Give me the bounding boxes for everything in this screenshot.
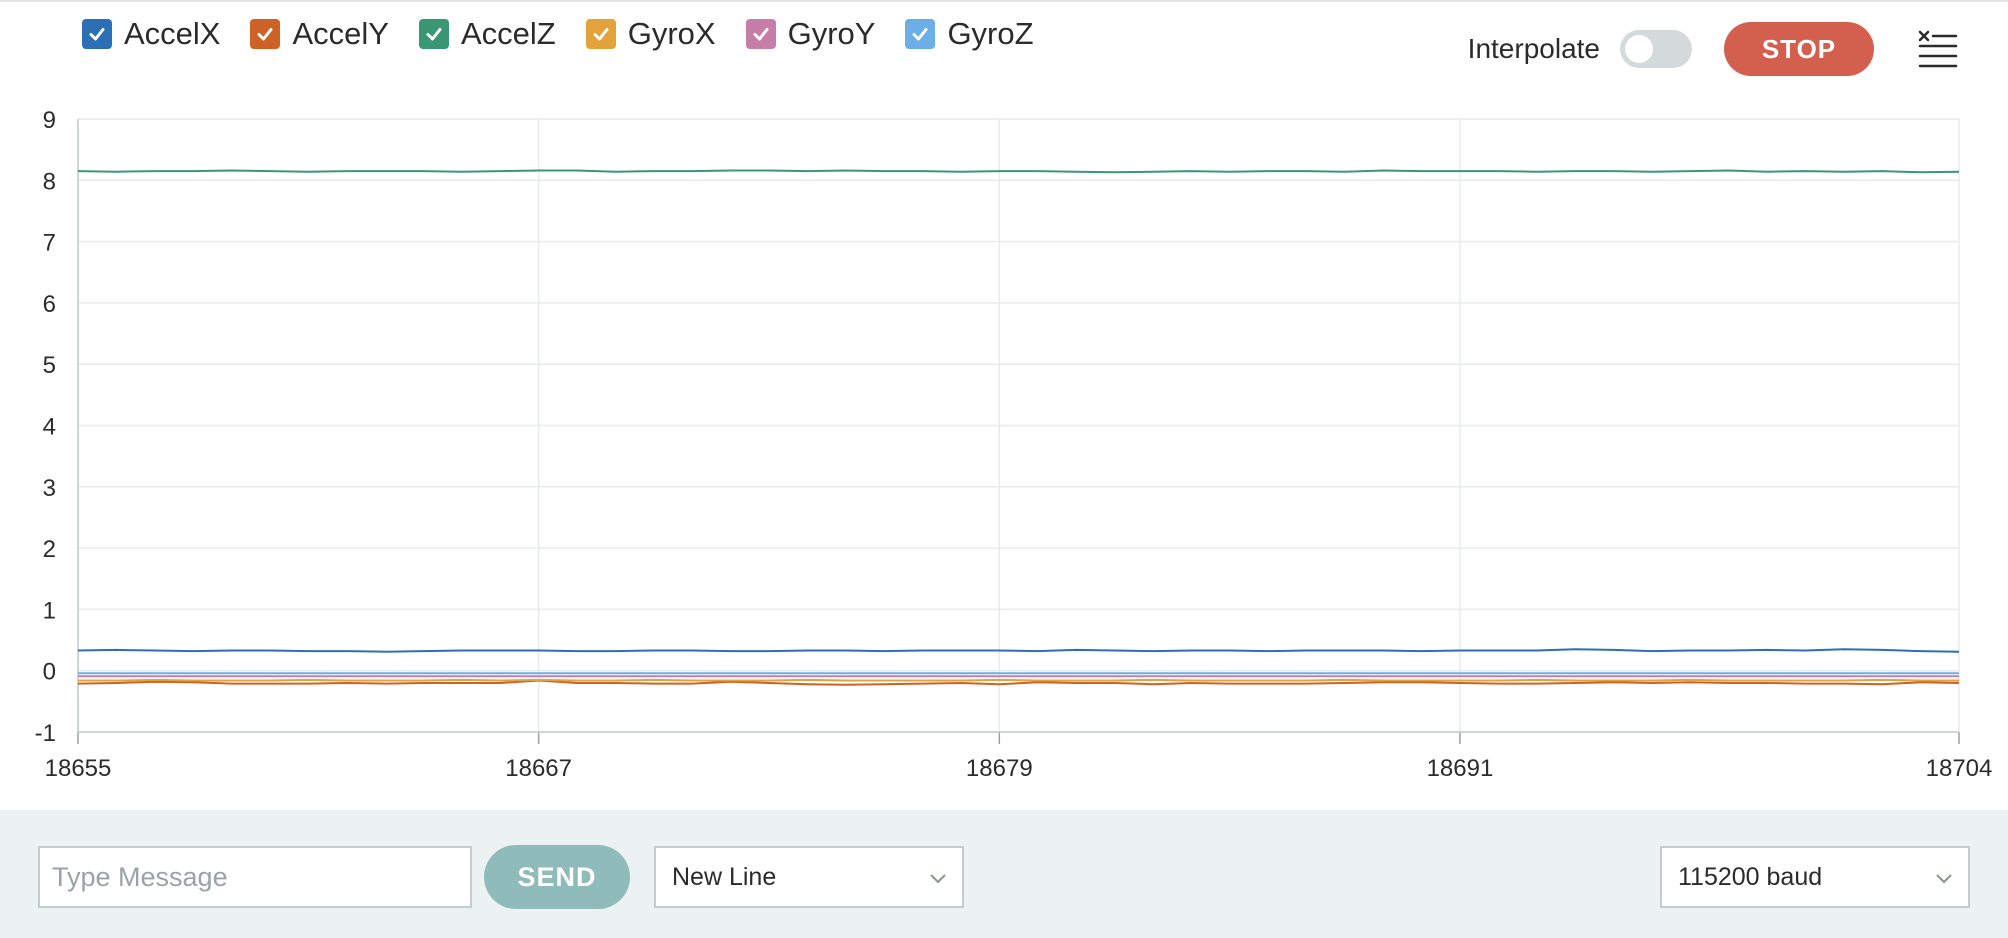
legend-label: AccelY (292, 16, 389, 51)
interpolate-label: Interpolate (1467, 33, 1600, 64)
y-tick-label: -1 (35, 720, 56, 747)
series-line-accelx (77, 648, 1960, 653)
checkbox-checked-icon[interactable] (418, 19, 449, 49)
message-bar: SEND New Line 115200 baud (0, 810, 2008, 938)
chevron-down-icon (930, 874, 946, 884)
legend-label: GyroZ (947, 16, 1034, 51)
legend-item-gyrox[interactable]: GyroX (585, 16, 716, 52)
y-tick-label: 0 (43, 659, 56, 686)
y-tick-label: 6 (43, 291, 56, 318)
send-button[interactable]: SEND (484, 845, 630, 909)
legend-item-accelx[interactable]: AccelX (82, 16, 220, 52)
y-tick-label: 9 (43, 107, 56, 134)
y-tick-label: 3 (43, 475, 56, 502)
checkbox-checked-icon[interactable] (905, 19, 936, 49)
plotter-controls: Interpolate STOP (1468, 22, 1958, 76)
legend-label: AccelX (124, 16, 221, 51)
y-tick-label: 4 (43, 414, 56, 441)
checkbox-checked-icon[interactable] (745, 19, 776, 49)
x-tick-label: 18655 (45, 755, 112, 782)
legend-item-accelz[interactable]: AccelZ (418, 16, 556, 52)
series-line-accelz (77, 169, 1960, 174)
baud-rate-value: 115200 baud (1678, 862, 1823, 891)
legend-item-gyroy[interactable]: GyroY (745, 16, 876, 52)
clear-list-icon[interactable] (1918, 29, 1958, 69)
y-tick-label: 8 (43, 168, 56, 195)
series-legend: AccelX AccelY AccelZ GyroX GyroY GyroZ (82, 16, 1034, 52)
line-ending-select[interactable]: New Line (654, 846, 964, 908)
legend-label: GyroY (787, 16, 876, 51)
series-line-accely (77, 679, 1960, 686)
toggle-knob (1625, 35, 1653, 63)
y-tick-label: 1 (43, 597, 56, 624)
checkbox-checked-icon[interactable] (250, 19, 281, 49)
legend-item-accely[interactable]: AccelY (250, 16, 389, 52)
legend-label: AccelZ (460, 16, 556, 51)
x-tick-label: 18704 (1926, 755, 1993, 782)
interpolate-toggle[interactable] (1620, 30, 1692, 68)
y-tick-label: 7 (43, 230, 56, 257)
plot-chart: -1 0 1 2 3 4 5 6 7 8 9 18655 18667 18679 18691 18704 (35, 107, 1993, 782)
checkbox-checked-icon[interactable] (585, 19, 616, 49)
baud-rate-select[interactable]: 115200 baud (1660, 846, 1970, 908)
x-tick-label: 18691 (1427, 755, 1494, 782)
legend-item-gyroz[interactable]: GyroZ (905, 16, 1034, 52)
line-ending-value: New Line (672, 862, 777, 891)
series-line-gyrox (78, 678, 1959, 682)
stop-button[interactable]: STOP (1724, 22, 1874, 76)
x-tick-label: 18679 (966, 755, 1033, 782)
y-tick-label: 2 (43, 536, 56, 563)
y-tick-label: 5 (43, 352, 56, 379)
message-input[interactable] (38, 846, 472, 908)
legend-label: GyroX (627, 16, 716, 51)
checkbox-checked-icon[interactable] (82, 19, 112, 49)
chevron-down-icon (1936, 874, 1952, 884)
x-tick-label: 18667 (505, 755, 572, 782)
